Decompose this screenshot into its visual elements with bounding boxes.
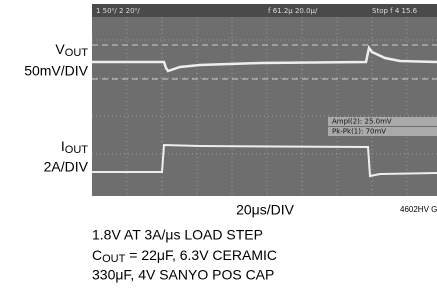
channel-scale: 50mV/DIV: [24, 63, 88, 79]
caption-line: 1.8V AT 3A/μs LOAD STEP: [92, 227, 263, 243]
header-mid: f 61.2μ 20.0μ/: [268, 7, 318, 15]
caption-line: COUT = 22μF, 6.3V CERAMIC: [92, 247, 277, 265]
channel-label: VOUT: [55, 41, 88, 59]
scope-figure: 1 50⁰/ 2 20⁰/ f 61.2μ 20.0μ/ Stop f 4 15…: [0, 0, 437, 288]
header-left: 1 50⁰/ 2 20⁰/: [96, 7, 140, 15]
caption-text: = 22μF, 6.3V CERAMIC: [125, 247, 277, 263]
caption-text: C: [92, 247, 102, 263]
channel-label: IOUT: [61, 138, 88, 156]
measurement: Ampl(2): 25.0mV: [332, 118, 392, 126]
figure-id: 4602HV G0: [400, 205, 437, 214]
channel-sub: OUT: [65, 144, 89, 156]
scope-screen: [92, 4, 437, 196]
figure: 1 50⁰/ 2 20⁰/ f 61.2μ 20.0μ/ Stop f 4 15…: [0, 0, 437, 288]
channel-scale: 2A/DIV: [44, 159, 89, 175]
caption-sub: OUT: [102, 253, 126, 265]
channel-sub: OUT: [65, 47, 89, 59]
timebase: 20μs/DIV: [236, 202, 295, 218]
header-right: Stop f 4 15.6: [372, 7, 418, 15]
measurement: Pk-Pk(1): 70mV: [332, 128, 386, 136]
caption-line: 330μF, 4V SANYO POS CAP: [92, 267, 274, 283]
